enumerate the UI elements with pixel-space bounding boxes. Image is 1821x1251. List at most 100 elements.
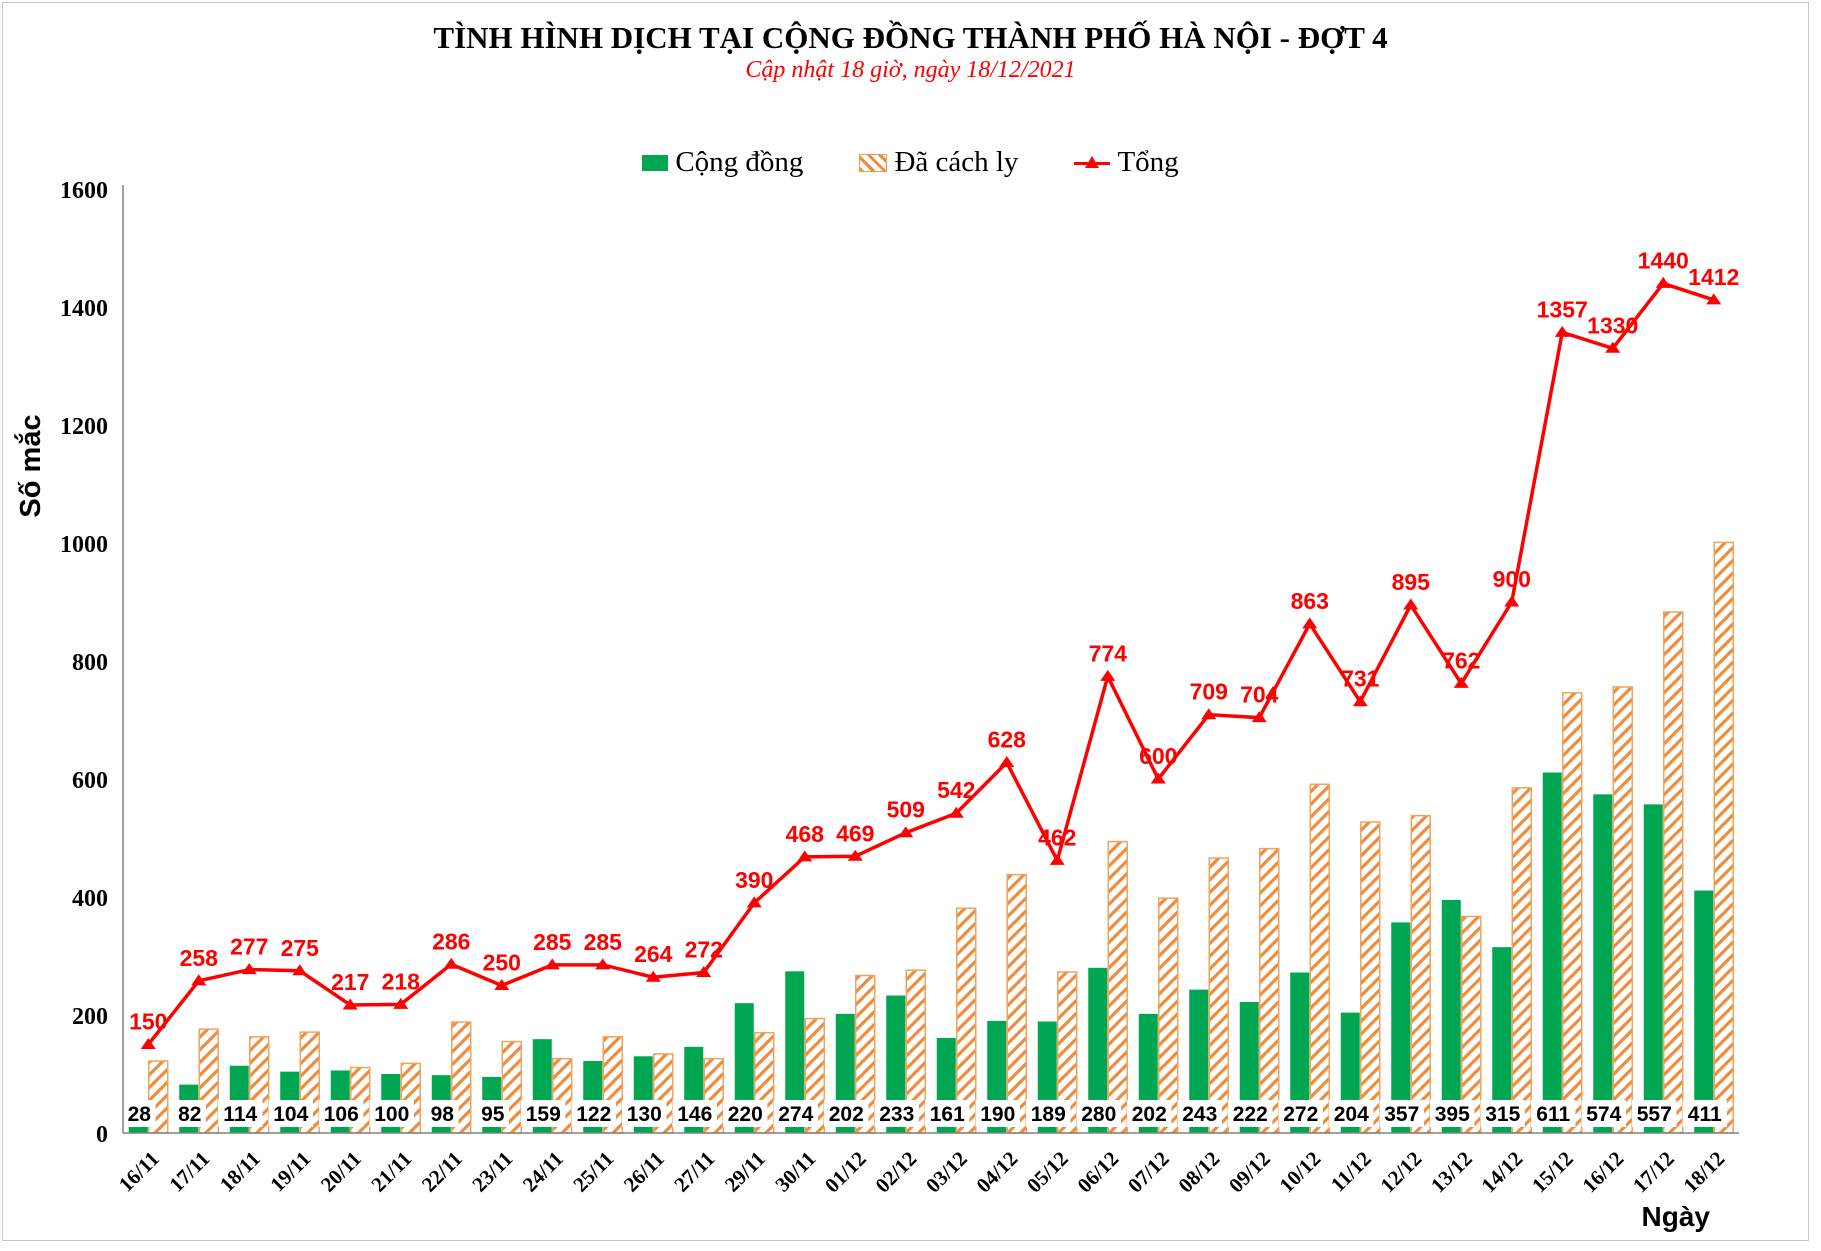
data-label-total: 272 [685, 937, 723, 963]
data-label-total: 900 [1493, 566, 1531, 592]
data-label-total: 217 [331, 969, 369, 995]
x-tick-label: 16/11 [114, 1147, 164, 1197]
value-label-box [1480, 1100, 1525, 1127]
data-label-total: 285 [533, 929, 572, 955]
value-label-cong-dong: 122 [576, 1103, 611, 1126]
bar-cong-dong [886, 995, 906, 1133]
value-label-box [1329, 1100, 1374, 1127]
data-label-total: 628 [988, 726, 1027, 752]
total-marker [241, 963, 257, 975]
y-tick-label: 1000 [60, 532, 108, 558]
x-tick-label: 13/12 [1426, 1147, 1477, 1198]
legend-item-tong: Tổng [1074, 146, 1179, 179]
x-tick-label: 12/12 [1375, 1147, 1426, 1198]
bar-da-cach-ly [1208, 857, 1229, 1134]
data-label-total: 600 [1139, 743, 1177, 769]
total-marker [746, 896, 762, 908]
value-label-box [723, 1100, 768, 1127]
bar-cong-dong [1593, 794, 1613, 1133]
total-line [146, 281, 1715, 1046]
value-label-box [425, 1100, 459, 1127]
bar-da-cach-ly [1713, 541, 1734, 1134]
value-label-box [1076, 1100, 1121, 1127]
total-marker [1201, 708, 1217, 720]
data-label-total: 390 [735, 867, 773, 893]
x-tick-label: 15/12 [1527, 1147, 1578, 1198]
chart-title: TÌNH HÌNH DỊCH TẠI CỘNG ĐỒNG THÀNH PHỐ H… [433, 20, 1388, 55]
value-label-cong-dong: 146 [677, 1103, 712, 1126]
y-tick-label: 1400 [60, 296, 108, 322]
value-label-box [1581, 1100, 1626, 1127]
value-label-box [925, 1100, 970, 1127]
data-label-total: 863 [1291, 588, 1329, 614]
total-marker [292, 964, 308, 976]
bar-cong-dong [1441, 899, 1461, 1133]
value-label-box [773, 1100, 818, 1127]
bar-cong-dong [1189, 989, 1209, 1133]
value-label-box [319, 1100, 364, 1127]
data-label-total: 1440 [1638, 247, 1689, 273]
value-label-cong-dong: 220 [728, 1103, 763, 1126]
bar-da-cach-ly [1107, 840, 1128, 1134]
value-label-box [571, 1100, 616, 1127]
data-label-total: 150 [129, 1009, 167, 1035]
value-label-box [1228, 1100, 1273, 1127]
x-tick-label: 27/11 [669, 1147, 719, 1197]
value-label-cong-dong: 315 [1485, 1103, 1520, 1126]
value-label-box [874, 1100, 919, 1127]
value-label-cong-dong: 395 [1435, 1103, 1470, 1126]
bar-da-cach-ly [1158, 897, 1179, 1134]
bar-da-cach-ly [1511, 787, 1532, 1134]
value-label-cong-dong: 411 [1688, 1103, 1722, 1126]
value-label-box [1430, 1100, 1475, 1127]
bar-da-cach-ly [1360, 821, 1381, 1134]
value-label-box [1379, 1100, 1424, 1127]
y-tick-label: 800 [72, 650, 108, 676]
total-marker [696, 966, 712, 978]
value-label-cong-dong: 574 [1586, 1103, 1621, 1126]
x-tick-label: 17/11 [164, 1147, 214, 1197]
data-label-total: 275 [281, 935, 320, 961]
total-marker [948, 806, 964, 818]
data-label-total: 774 [1089, 640, 1128, 666]
total-marker [1403, 598, 1419, 610]
value-label-cong-dong: 204 [1334, 1103, 1369, 1126]
x-tick-label: 16/12 [1577, 1147, 1628, 1198]
bar-da-cach-ly [1612, 686, 1633, 1134]
bar-da-cach-ly [1562, 692, 1583, 1134]
y-tick-label: 0 [96, 1122, 108, 1148]
value-label-box [1026, 1100, 1071, 1127]
value-label-cong-dong: 82 [178, 1103, 201, 1126]
legend-item-da-cach-ly: Đã cách ly [859, 146, 1018, 179]
bar-cong-dong [1290, 972, 1310, 1133]
x-tick-label: 03/12 [921, 1147, 972, 1198]
total-marker [191, 974, 207, 986]
total-marker [1150, 772, 1166, 784]
legend-label-cong-dong: Cộng đồng [675, 146, 804, 178]
bar-da-cach-ly [1309, 783, 1330, 1134]
legend-label-tong: Tổng [1117, 146, 1179, 178]
x-tick-label: 01/12 [820, 1147, 871, 1198]
value-label-cong-dong: 100 [374, 1103, 409, 1126]
x-tick-label: 10/12 [1274, 1147, 1325, 1198]
x-tick-label: 06/12 [1072, 1147, 1123, 1198]
value-label-box [268, 1100, 313, 1127]
data-label-total: 264 [634, 941, 673, 967]
bar-cong-dong [1694, 890, 1714, 1133]
value-label-box [476, 1100, 510, 1127]
red-line-marker-icon [1074, 155, 1111, 171]
total-marker [1554, 325, 1570, 337]
value-label-cong-dong: 190 [980, 1103, 1015, 1126]
value-label-cong-dong: 233 [879, 1103, 914, 1126]
total-marker [1655, 276, 1671, 288]
data-label-total: 285 [584, 929, 623, 955]
total-marker [1302, 617, 1318, 629]
value-label-cong-dong: 611 [1536, 1103, 1570, 1126]
x-axis-title: Ngày [1642, 1201, 1711, 1232]
x-tick-label: 17/12 [1628, 1147, 1679, 1198]
value-label-box [824, 1100, 869, 1127]
total-marker [1100, 669, 1116, 681]
bar-cong-dong [1542, 772, 1562, 1133]
